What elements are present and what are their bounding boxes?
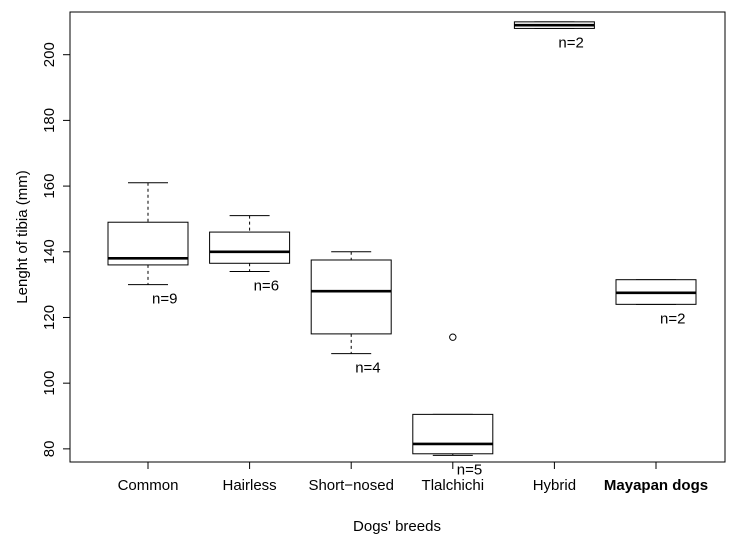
x-tick-label: Mayapan dogs: [604, 477, 708, 494]
box-iqr: [310, 259, 392, 335]
n-label: n=6: [254, 277, 279, 294]
plot-area-frame: [69, 11, 726, 463]
box-hybrid: n=2: [513, 21, 595, 51]
y-tick-label: 120: [41, 305, 58, 330]
y-tick-label: 140: [41, 239, 58, 264]
y-axis-title: Lenght of tibia (mm): [14, 170, 31, 303]
x-tick-label: Common: [118, 477, 179, 494]
x-axis-title: Dogs' breeds: [353, 518, 441, 535]
x-tick-label: Short−nosed: [308, 477, 393, 494]
box-tlalchichi: n=5: [412, 333, 494, 478]
outlier-point: [449, 333, 457, 341]
n-label: n=9: [152, 291, 177, 308]
x-tick-label: Hairless: [223, 477, 277, 494]
box-iqr: [209, 231, 291, 264]
box-short-nosed: n=4: [310, 251, 392, 377]
y-tick-label: 200: [41, 42, 58, 67]
box-iqr: [412, 413, 494, 455]
y-axis: 80 100 120 140 160 180 200: [41, 42, 70, 457]
x-tick-label: Hybrid: [533, 477, 576, 494]
n-label: n=2: [558, 34, 583, 51]
y-tick-label: 180: [41, 108, 58, 133]
box-mayapan-dogs: n=2: [615, 279, 697, 327]
box-hairless: n=6: [209, 215, 291, 294]
n-label: n=2: [660, 310, 685, 327]
x-tick-label: Tlalchichi: [422, 477, 485, 494]
n-label: n=5: [457, 461, 482, 478]
y-tick-label: 160: [41, 174, 58, 199]
box-common: n=9: [107, 182, 189, 308]
n-label: n=4: [355, 360, 380, 377]
x-axis: Common Hairless Short−nosed Tlalchichi Hybri…: [118, 462, 708, 494]
boxes-group: n=9 n=6 n=4 n=5 n=2 n=2: [107, 21, 697, 478]
y-tick-label: 100: [41, 371, 58, 396]
y-tick-label: 80: [41, 441, 58, 458]
